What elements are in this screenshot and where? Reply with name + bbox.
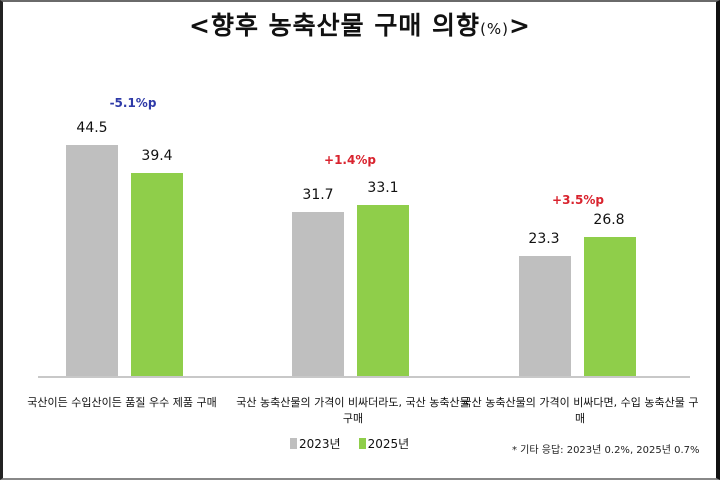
x-axis-line (38, 376, 690, 378)
value-2023-3: 23.3 (528, 231, 560, 247)
bar-2023-1 (66, 145, 118, 377)
category-label-1: 국산이든 수입산이든 품질 우수 제품 구매 (27, 396, 217, 409)
title-close: > (509, 11, 531, 40)
diff-label-3: +3.5%p (552, 193, 604, 207)
bar-2023-2 (292, 212, 344, 377)
bar-2023-3 (519, 256, 571, 377)
value-2025-2: 33.1 (367, 180, 399, 196)
bar-2025-2 (357, 205, 409, 377)
title-text: <향후 농축산물 구매 의향 (189, 11, 481, 40)
chart-title: <향후 농축산물 구매 의향(%)> (0, 6, 720, 42)
bar-2025-3 (584, 237, 636, 377)
legend-swatch-2025 (358, 438, 366, 449)
legend-item-2025: 2025년 (358, 435, 410, 452)
legend-label-2023: 2023년 (299, 437, 341, 451)
legend-swatch-2023 (290, 438, 297, 449)
footnote: * 기타 응답: 2023년 0.2%, 2025년 0.7% (512, 445, 700, 456)
diff-label-2: +1.4%p (324, 153, 376, 167)
legend-label-2025: 2025년 (367, 437, 410, 451)
legend: 2023년 2025년 (290, 435, 409, 452)
diff-label-1: -5.1%p (109, 96, 157, 110)
category-label-2: 국산 농축산물의 가격이 비싸더라도, 국산 농축산물 구매 (236, 396, 470, 425)
value-2025-3: 26.8 (593, 212, 625, 228)
legend-item-2023: 2023년 (290, 435, 341, 452)
value-2023-1: 44.5 (76, 120, 108, 136)
value-2023-2: 31.7 (302, 187, 334, 203)
category-label-3: 국산 농축산물의 가격이 비싸다면, 수입 농축산물 구매 (461, 396, 699, 425)
value-2025-1: 39.4 (141, 148, 173, 164)
title-unit: (%) (480, 20, 510, 38)
bar-2025-1 (131, 173, 183, 377)
